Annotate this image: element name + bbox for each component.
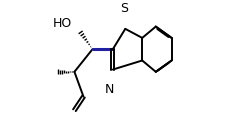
Text: N: N [105,83,114,96]
Text: HO: HO [53,17,72,30]
Text: S: S [120,2,128,15]
